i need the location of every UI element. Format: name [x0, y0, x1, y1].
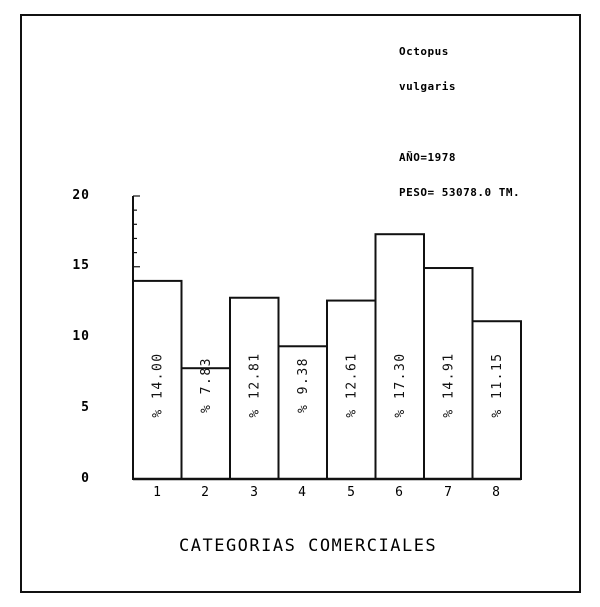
bar-value-label: % 7.83 — [199, 357, 214, 413]
y-tick-label-10: 10 — [72, 329, 90, 344]
x-tick-label-1: 1 — [153, 485, 161, 500]
year-label: AÑO=1978 — [399, 151, 456, 164]
bar-value-label: % 17.30 — [393, 352, 408, 417]
x-tick-label-8: 8 — [492, 485, 500, 500]
species-name-line1: Octopus — [399, 45, 449, 58]
x-tick-label-5: 5 — [347, 485, 355, 500]
y-tick-label-5: 5 — [81, 400, 90, 415]
bar-6: % 17.30 — [374, 233, 425, 480]
species-name-line2: vulgaris — [399, 80, 456, 93]
x-tick-label-2: 2 — [201, 485, 209, 500]
chart-frame — [20, 14, 581, 593]
x-tick-label-3: 3 — [250, 485, 258, 500]
bar-value-label: % 11.15 — [490, 352, 505, 417]
x-tick-label-7: 7 — [444, 485, 452, 500]
y-tick-label-15: 15 — [72, 258, 90, 273]
bar-1: % 14.00 — [132, 279, 183, 480]
x-axis-title: CATEGORIAS COMERCIALES — [179, 536, 438, 556]
bar-value-label: % 9.38 — [296, 357, 311, 413]
bar-5: % 12.61 — [326, 299, 377, 481]
bar-8: % 11.15 — [471, 320, 522, 481]
y-tick-label-0: 0 — [81, 471, 90, 486]
x-tick-label-6: 6 — [395, 485, 403, 500]
bar-value-label: % 14.91 — [441, 352, 456, 417]
x-tick-label-4: 4 — [298, 485, 306, 500]
bar-value-label: % 12.61 — [344, 352, 359, 417]
bar-value-label: % 14.00 — [150, 352, 165, 417]
bar-3: % 12.81 — [229, 296, 280, 480]
bar-7: % 14.91 — [423, 267, 474, 480]
bar-4: % 9.38 — [277, 345, 328, 481]
y-tick-label-20: 20 — [72, 188, 90, 203]
bar-2: % 7.83 — [180, 357, 231, 481]
weight-label: PESO= 53078.0 TM. — [399, 186, 521, 199]
bar-value-label: % 12.81 — [247, 352, 262, 417]
